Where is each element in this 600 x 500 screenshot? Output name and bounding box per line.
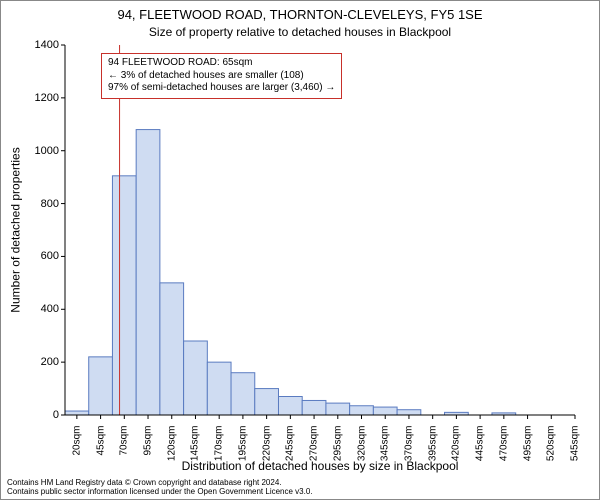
- x-tick-label: 170sqm: [214, 426, 225, 470]
- footer-line1: Contains HM Land Registry data © Crown c…: [7, 478, 313, 488]
- info-box-line3: 97% of semi-detached houses are larger (…: [108, 82, 335, 95]
- y-tick-label: 1200: [25, 92, 59, 104]
- x-tick-label: 45sqm: [95, 426, 106, 470]
- y-axis-label-text: Number of detached properties: [9, 147, 23, 312]
- x-tick-label: 120sqm: [166, 426, 177, 470]
- x-tick-label: 370sqm: [403, 426, 414, 470]
- info-box: 94 FLEETWOOD ROAD: 65sqm ← 3% of detache…: [101, 53, 342, 99]
- x-tick-label: 295sqm: [332, 426, 343, 470]
- x-tick-label: 395sqm: [427, 426, 438, 470]
- y-tick-label: 600: [25, 250, 59, 262]
- x-tick-label: 320sqm: [356, 426, 367, 470]
- x-tick-label: 195sqm: [237, 426, 248, 470]
- info-box-line2: ← 3% of detached houses are smaller (108…: [108, 70, 335, 83]
- chart-title-subtitle: Size of property relative to detached ho…: [1, 25, 599, 39]
- x-tick-label: 545sqm: [570, 426, 581, 470]
- y-tick-label: 1000: [25, 145, 59, 157]
- x-tick-label: 20sqm: [71, 426, 82, 470]
- x-tick-label: 345sqm: [380, 426, 391, 470]
- chart-container: { "title_line1": "94, FLEETWOOD ROAD, TH…: [0, 0, 600, 500]
- x-tick-label: 70sqm: [119, 426, 130, 470]
- x-tick-label: 220sqm: [261, 426, 272, 470]
- x-tick-label: 145sqm: [190, 426, 201, 470]
- x-tick-label: 470sqm: [498, 426, 509, 470]
- x-tick-label: 95sqm: [143, 426, 154, 470]
- chart-plot: [65, 45, 575, 415]
- y-axis-label: Number of detached properties: [9, 45, 23, 415]
- x-tick-label: 420sqm: [451, 426, 462, 470]
- x-tick-label: 495sqm: [522, 426, 533, 470]
- footer-attribution: Contains HM Land Registry data © Crown c…: [7, 478, 313, 497]
- y-tick-label: 200: [25, 356, 59, 368]
- y-tick-label: 1400: [25, 39, 59, 51]
- x-tick-label: 520sqm: [546, 426, 557, 470]
- info-box-line1: 94 FLEETWOOD ROAD: 65sqm: [108, 57, 335, 70]
- y-tick-label: 0: [25, 409, 59, 421]
- x-tick-label: 245sqm: [285, 426, 296, 470]
- footer-line2: Contains public sector information licen…: [7, 487, 313, 497]
- x-tick-label: 270sqm: [309, 426, 320, 470]
- y-tick-label: 800: [25, 198, 59, 210]
- x-tick-label: 445sqm: [475, 426, 486, 470]
- chart-title-address: 94, FLEETWOOD ROAD, THORNTON-CLEVELEYS, …: [1, 7, 599, 22]
- y-tick-label: 400: [25, 303, 59, 315]
